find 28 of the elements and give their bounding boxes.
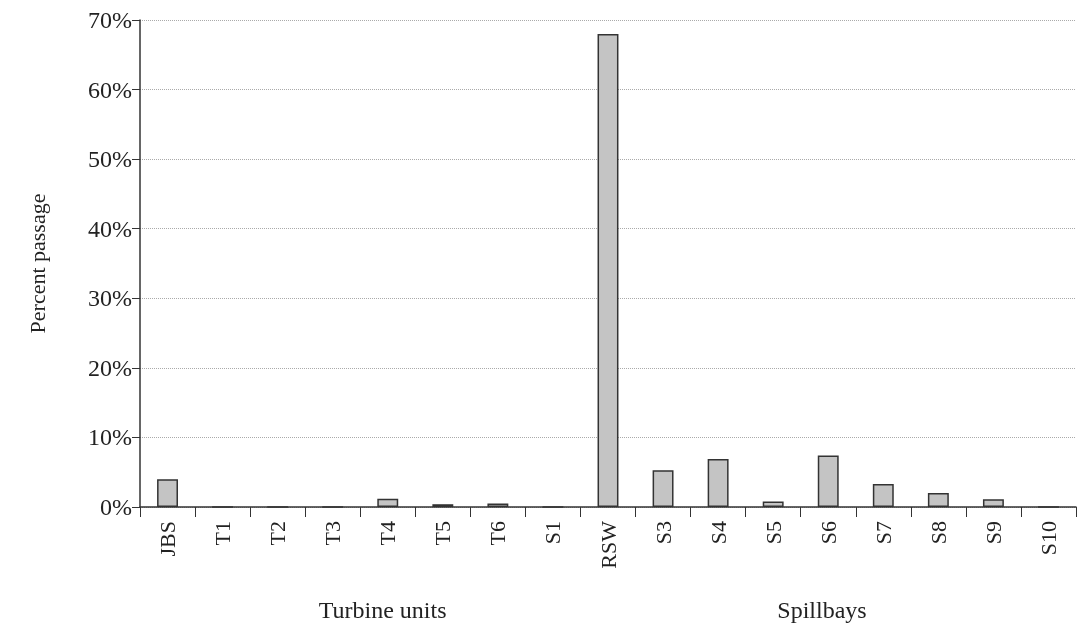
text: Turbine units	[318, 597, 447, 623]
x-tick-label: S6	[815, 521, 841, 545]
x-tick-label: S5	[760, 521, 786, 545]
x-tick-label: S9	[980, 521, 1006, 545]
x-tick-label: S3	[650, 521, 676, 545]
x-tick-label: RSW	[595, 520, 621, 569]
y-tick-label: 30%	[88, 285, 132, 312]
x-tick-label: T5	[430, 521, 456, 546]
y-tick-label: 60%	[88, 76, 132, 103]
text: Spillbays	[777, 597, 867, 623]
y-tick-label: 70%	[88, 7, 132, 33]
x-tick-label: JBS	[155, 521, 181, 557]
x-tick-label: S1	[540, 521, 566, 545]
y-tick-label: 20%	[88, 354, 132, 381]
y-tick-label: 0%	[100, 494, 132, 520]
x-tick-label: T2	[265, 521, 291, 546]
x-tick-label: T6	[485, 521, 511, 546]
y-tick-label: 10%	[88, 424, 132, 451]
y-tick-label: 40%	[88, 215, 132, 242]
x-tick-label: T4	[375, 521, 401, 546]
x-tick-label: S7	[870, 521, 896, 545]
x-tick-label: T1	[210, 521, 236, 546]
x-tick-label: S10	[1035, 521, 1061, 556]
y-tick-label: 50%	[88, 146, 132, 173]
x-tick-label: S4	[705, 521, 731, 545]
x-tick-label: S8	[925, 521, 951, 545]
y-axis-title: Percent passage	[24, 193, 50, 334]
x-tick-label: T3	[320, 521, 346, 546]
